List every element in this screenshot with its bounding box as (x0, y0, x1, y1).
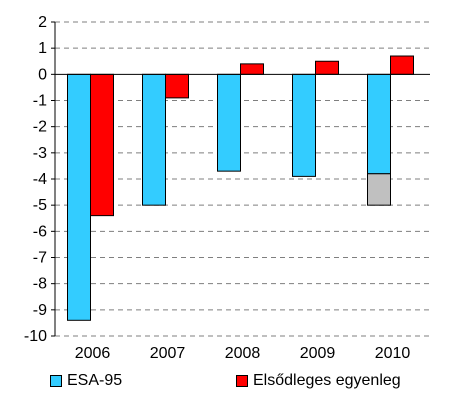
x-tick-label-2006: 2006 (75, 345, 111, 362)
legend-label-esa95: ESA-95 (67, 372, 123, 389)
y-axis: 2 1 0 -1 -2 -3 -4 -5 -6 -7 -8 -9 -10 (24, 14, 56, 345)
y-tick-label: -9 (33, 302, 47, 319)
bar-esa95-2010 (367, 73, 391, 175)
bar-elsodleges-2007 (165, 73, 189, 99)
x-tick-label-2010: 2010 (375, 345, 411, 362)
legend-item-elsodleges: Elsődleges egyenleg (236, 372, 401, 390)
y-tick-label: -3 (33, 145, 47, 162)
x-tick-label-2007: 2007 (150, 345, 186, 362)
legend-item-esa95: ESA-95 (50, 372, 122, 390)
bar-esa95-2007 (142, 73, 166, 206)
y-tick-label: -6 (33, 223, 47, 240)
x-axis-labels: 2006 2007 2008 2009 2010 (75, 345, 411, 362)
x-tick-label-2008: 2008 (225, 345, 261, 362)
y-tick-label: -4 (33, 171, 47, 188)
y-tick-label: -10 (24, 328, 47, 345)
legend-swatch-esa95 (50, 375, 62, 387)
bar-extra-segment-2010 (367, 173, 391, 206)
bar-esa95-2008 (217, 73, 241, 172)
legend: ESA-95 Elsődleges egyenleg (0, 366, 449, 416)
y-tick-label: -8 (33, 276, 47, 293)
bar-elsodleges-2006 (90, 73, 114, 217)
y-tick-label: -2 (33, 119, 47, 136)
bars (55, 55, 430, 321)
y-tick-label: -5 (33, 197, 47, 214)
legend-swatch-elsodleges (236, 375, 248, 387)
x-tick-label-2009: 2009 (300, 345, 336, 362)
bar-esa95-2006 (67, 73, 91, 321)
legend-label-elsodleges: Elsődleges egyenleg (253, 372, 401, 389)
y-tick-label: 0 (38, 66, 47, 83)
y-tick-label: 1 (38, 40, 47, 57)
bar-elsodleges-2008 (240, 63, 264, 75)
y-tick-label: 2 (38, 14, 47, 31)
bar-esa95-2009 (292, 73, 316, 177)
y-tick-label: -7 (33, 250, 47, 267)
bar-elsodleges-2010 (390, 55, 414, 75)
y-tick-label: -1 (33, 93, 47, 110)
bar-elsodleges-2009 (315, 60, 339, 75)
bar-chart: 210-1-2-3-4-5-6-7-8-9-10 2006 2007 2008 200… (24, 14, 430, 362)
